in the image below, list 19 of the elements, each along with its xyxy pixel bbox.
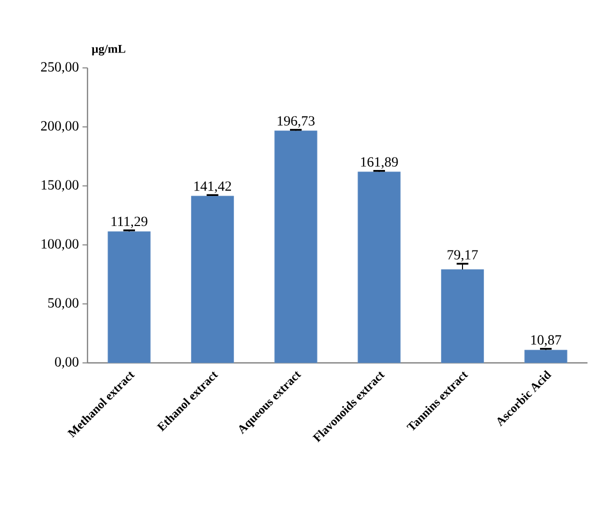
bar [191, 196, 234, 364]
data-label: 111,29 [112, 216, 148, 228]
bar [441, 269, 484, 364]
y-tick-label: 150,00 [42, 180, 78, 192]
data-label: 79,17 [448, 250, 478, 262]
bar [524, 350, 568, 364]
bar [358, 172, 401, 364]
y-tick-label: 250,00 [41, 62, 78, 74]
data-label: 141,42 [194, 181, 231, 193]
bar [274, 130, 318, 364]
bar [108, 231, 151, 364]
y-tick-label: 0,00 [55, 357, 78, 369]
y-axis-title: µg/mL [92, 44, 126, 56]
y-tick-label: 200,00 [41, 121, 78, 133]
data-label: 196,73 [278, 116, 315, 128]
data-label: 10,87 [531, 335, 562, 347]
y-tick-label: 100,00 [42, 239, 78, 251]
data-label: 161,89 [361, 157, 398, 169]
y-tick-label: 50,00 [48, 298, 78, 310]
